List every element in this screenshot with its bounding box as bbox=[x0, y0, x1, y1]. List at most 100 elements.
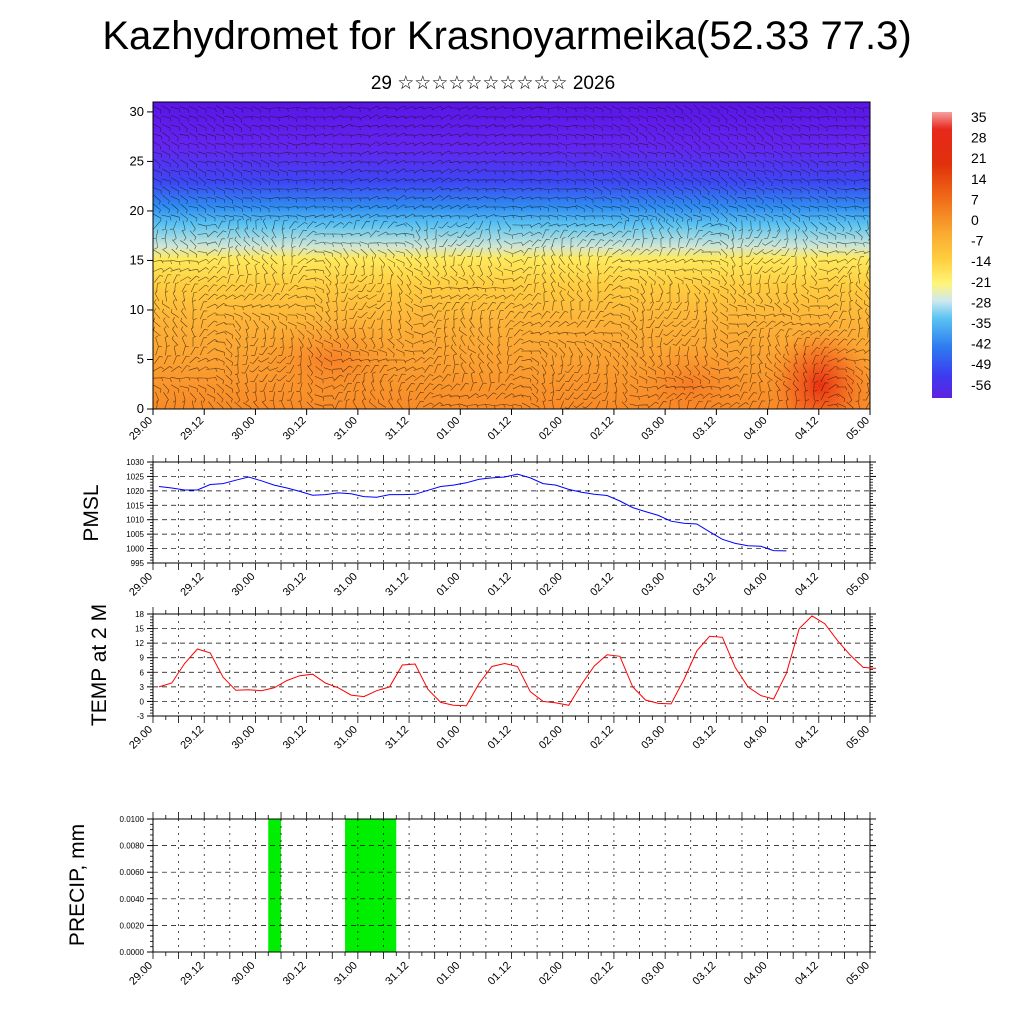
temp-xtick-label: 04.00 bbox=[742, 724, 770, 752]
temp-axes: -3 0 3 6 9 12 15 18 29.00 29.12 30.00 30.12 31.00 31.… bbox=[127, 607, 876, 752]
colorbar-ramp bbox=[932, 112, 952, 398]
temp-xtick-label: 02.00 bbox=[537, 724, 565, 752]
precip-xtick-label: 03.00 bbox=[639, 960, 667, 988]
temp-ytick-label: 3 bbox=[140, 683, 145, 692]
cross-section-y-axis: 0 5 10 15 20 25 30 bbox=[130, 104, 153, 416]
temp-xtick-label: 29.12 bbox=[178, 724, 206, 752]
precip-ytick-label: 0.0040 bbox=[120, 895, 145, 904]
temp-ytick-label: -3 bbox=[137, 712, 145, 721]
temp-xtick-label: 01.12 bbox=[486, 724, 514, 752]
colorbar-labels: 35 28 21 14 7 0 -7 -14 -21 -28 -35 -42 -49 -56 bbox=[971, 109, 991, 393]
precip-xtick-label: 04.00 bbox=[742, 960, 770, 988]
precip-xtick-label: 04.12 bbox=[793, 960, 821, 988]
precip-xtick-label: 02.12 bbox=[588, 960, 616, 988]
pmsl-xtick-label: 31.12 bbox=[383, 571, 411, 599]
cs-xtick-label: 31.12 bbox=[383, 415, 411, 443]
colorbar-label: -28 bbox=[971, 294, 991, 310]
pmsl-xtick-label: 04.12 bbox=[793, 571, 821, 599]
precip-grid bbox=[153, 819, 870, 952]
pmsl-ytick-label: 1010 bbox=[126, 516, 144, 525]
temp-panel: -3 0 3 6 9 12 15 18 29.00 29.12 30.00 30.12 31.00 31.… bbox=[88, 604, 877, 752]
colorbar-label: -21 bbox=[971, 274, 991, 290]
precip-ytick-label: 0.0100 bbox=[120, 815, 145, 824]
warm-anomaly-right bbox=[765, 325, 870, 409]
pmsl-series-line bbox=[158, 473, 787, 552]
precip-ytick-label: 0.0000 bbox=[120, 948, 145, 957]
precip-xtick-label: 30.00 bbox=[230, 960, 258, 988]
colorbar-label: 14 bbox=[971, 171, 987, 187]
cs-xtick-label: 01.00 bbox=[434, 415, 462, 443]
temp-xtick-label: 03.00 bbox=[639, 724, 667, 752]
cross-section-x-axis: 29.00 29.12 30.00 30.12 31.00 31.12 01.00 01.12… bbox=[127, 409, 872, 443]
cs-ytick-label: 15 bbox=[130, 252, 144, 267]
temp-ytick-label: 6 bbox=[140, 668, 145, 677]
pmsl-xtick-label: 30.12 bbox=[281, 571, 309, 599]
temp-xtick-label: 01.00 bbox=[434, 724, 462, 752]
pmsl-xtick-label: 01.12 bbox=[486, 571, 514, 599]
cs-xtick-label: 03.12 bbox=[691, 415, 719, 443]
pmsl-xtick-label: 29.00 bbox=[127, 571, 155, 599]
pmsl-ytick-label: 1015 bbox=[126, 501, 144, 510]
pmsl-ytick-label: 1020 bbox=[126, 487, 144, 496]
cs-xtick-label: 30.00 bbox=[230, 415, 258, 443]
precip-xtick-label: 01.00 bbox=[434, 960, 462, 988]
precip-xtick-label: 29.00 bbox=[127, 960, 155, 988]
precip-xtick-label: 30.12 bbox=[281, 960, 309, 988]
warm-anomaly-mid bbox=[630, 345, 750, 409]
colorbar: 35 28 21 14 7 0 -7 -14 -21 -28 -35 -42 -49 -56 bbox=[932, 109, 991, 398]
colorbar-label: -35 bbox=[971, 315, 991, 331]
pmsl-xtick-label: 05.00 bbox=[844, 571, 872, 599]
precip-ytick-label: 0.0060 bbox=[120, 868, 145, 877]
cs-xtick-label: 03.00 bbox=[639, 415, 667, 443]
colorbar-label: -42 bbox=[971, 336, 991, 352]
wind-barb-strokes bbox=[153, 104, 870, 409]
cs-xtick-label: 29.00 bbox=[127, 415, 155, 443]
temp-ytick-label: 9 bbox=[140, 654, 145, 663]
cs-xtick-label: 04.12 bbox=[793, 415, 821, 443]
pmsl-ylabel: PMSL bbox=[80, 484, 103, 541]
warm-anomaly-left bbox=[250, 320, 410, 400]
temp-grid bbox=[153, 614, 870, 716]
colorbar-label: -14 bbox=[971, 253, 991, 269]
colorbar-label: -56 bbox=[971, 377, 991, 393]
chart-title: Kazhydromet for Krasnoyarmeika(52.33 77.… bbox=[102, 14, 912, 58]
temp-xtick-label: 30.00 bbox=[230, 724, 258, 752]
pmsl-xtick-label: 31.00 bbox=[332, 571, 360, 599]
temp-ytick-label: 15 bbox=[135, 625, 144, 634]
temp-xtick-label: 02.12 bbox=[588, 724, 616, 752]
colorbar-label: 21 bbox=[971, 150, 987, 166]
temp-xtick-label: 31.00 bbox=[332, 724, 360, 752]
temp-ytick-label: 18 bbox=[135, 610, 144, 619]
colorbar-label: 28 bbox=[971, 130, 987, 146]
precip-panel: 0.0000 0.0020 0.0040 0.0060 0.0080 0.0100 29.0… bbox=[66, 812, 876, 988]
temp-xtick-label: 29.00 bbox=[127, 724, 155, 752]
pmsl-xtick-label: 02.12 bbox=[588, 571, 616, 599]
precip-xtick-label: 03.12 bbox=[691, 960, 719, 988]
colorbar-label: -7 bbox=[971, 233, 984, 249]
precip-ytick-label: 0.0080 bbox=[120, 842, 145, 851]
pmsl-xtick-label: 04.00 bbox=[742, 571, 770, 599]
cs-xtick-label: 04.00 bbox=[742, 415, 770, 443]
precip-axes: 0.0000 0.0020 0.0040 0.0060 0.0080 0.0100 29.0… bbox=[120, 812, 876, 988]
pmsl-xtick-label: 29.12 bbox=[178, 571, 206, 599]
precip-xtick-label: 05.00 bbox=[844, 960, 872, 988]
temp-ylabel: TEMP at 2 M bbox=[88, 604, 111, 726]
pmsl-xtick-label: 01.00 bbox=[434, 571, 462, 599]
cs-xtick-label: 05.00 bbox=[844, 415, 872, 443]
cs-ytick-label: 20 bbox=[130, 203, 144, 218]
cs-ytick-label: 0 bbox=[137, 401, 144, 416]
temp-ytick-label: 0 bbox=[140, 697, 145, 706]
colorbar-label: -49 bbox=[971, 356, 991, 372]
precip-xtick-label: 31.00 bbox=[332, 960, 360, 988]
pmsl-ytick-label: 1030 bbox=[126, 458, 144, 467]
cs-xtick-label: 30.12 bbox=[281, 415, 309, 443]
colorbar-label: 7 bbox=[971, 191, 979, 207]
pmsl-xtick-label: 03.00 bbox=[639, 571, 667, 599]
pmsl-xtick-label: 30.00 bbox=[230, 571, 258, 599]
cs-xtick-label: 02.00 bbox=[537, 415, 565, 443]
precip-xtick-label: 02.00 bbox=[537, 960, 565, 988]
pmsl-ytick-label: 1025 bbox=[126, 472, 144, 481]
precip-bar bbox=[268, 819, 282, 952]
cs-ytick-label: 30 bbox=[130, 104, 144, 119]
